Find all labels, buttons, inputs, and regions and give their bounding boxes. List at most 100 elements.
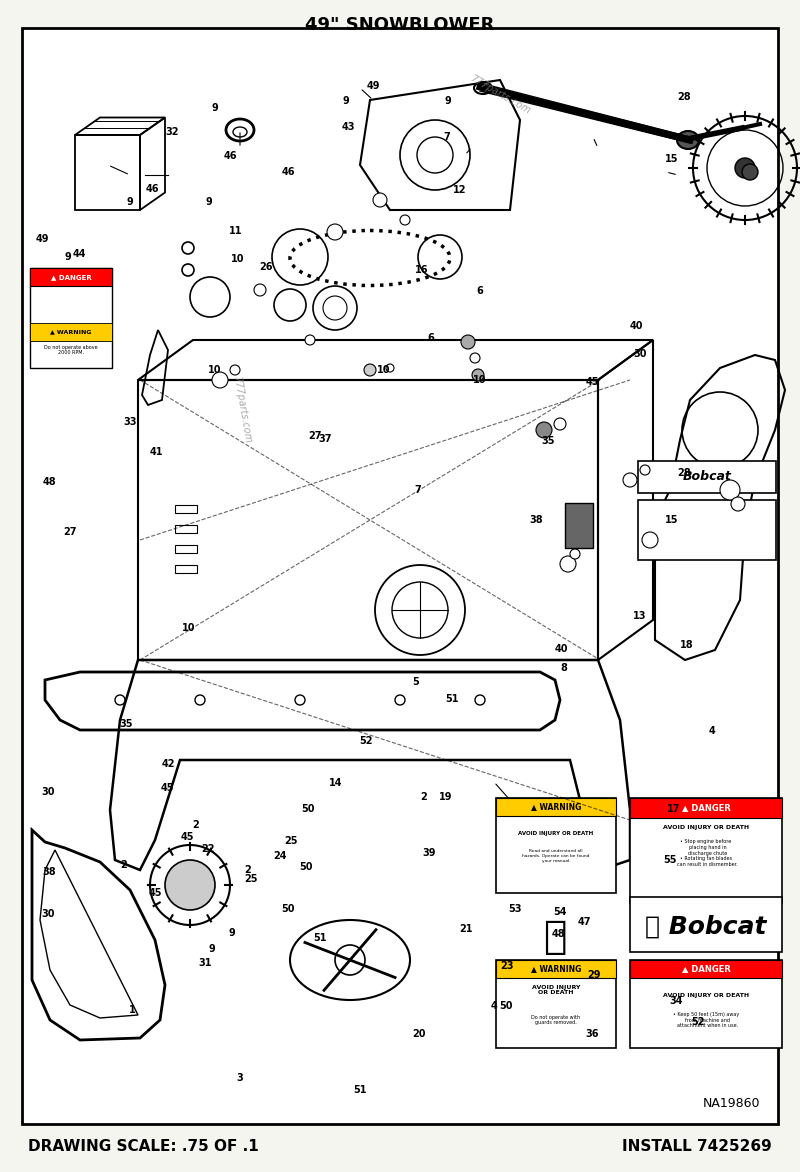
Bar (630, 798, 782, 818)
Text: 2: 2 (121, 860, 127, 870)
Circle shape (254, 284, 266, 297)
Ellipse shape (677, 131, 699, 149)
Text: 51: 51 (314, 933, 326, 942)
Text: AVOID INJURY
OR DEATH: AVOID INJURY OR DEATH (532, 984, 580, 995)
Text: 33: 33 (124, 417, 137, 427)
Text: AVOID INJURY OR DEATH: AVOID INJURY OR DEATH (518, 831, 594, 836)
Text: 45: 45 (161, 783, 174, 792)
Text: 45: 45 (149, 888, 162, 898)
Text: 9: 9 (65, 252, 71, 261)
Text: 29: 29 (587, 970, 600, 980)
Text: • Stop engine before
  placing hand in
  discharge chute
• Rotating fan blades
 : • Stop engine before placing hand in dis… (674, 839, 738, 867)
Text: 18: 18 (679, 640, 694, 649)
Circle shape (373, 193, 387, 207)
Text: 46: 46 (146, 184, 158, 193)
Bar (565, 503, 593, 548)
Text: 21: 21 (460, 925, 473, 934)
Circle shape (212, 372, 228, 388)
Bar (138, 380, 598, 660)
Text: 40: 40 (630, 321, 642, 331)
Text: ▲ WARNING: ▲ WARNING (531, 965, 581, 974)
Text: ▲ WARNING: ▲ WARNING (531, 803, 581, 811)
Text: 15: 15 (666, 516, 678, 525)
Text: 9: 9 (342, 96, 349, 105)
Text: 55: 55 (664, 856, 677, 865)
Text: 16: 16 (415, 265, 428, 274)
Text: 10: 10 (208, 366, 221, 375)
Text: 54: 54 (554, 907, 566, 917)
Circle shape (735, 158, 755, 178)
Bar (630, 960, 782, 1048)
Circle shape (742, 164, 758, 180)
Circle shape (536, 422, 552, 438)
Text: AVOID INJURY OR DEATH: AVOID INJURY OR DEATH (663, 993, 749, 997)
Bar (175, 505, 197, 513)
Circle shape (560, 556, 576, 572)
Text: 51: 51 (446, 694, 458, 703)
Circle shape (731, 497, 745, 511)
Text: NA19860: NA19860 (702, 1097, 760, 1110)
Bar (30, 268, 112, 286)
Text: 41: 41 (150, 448, 163, 457)
Circle shape (165, 860, 215, 909)
Circle shape (327, 224, 343, 240)
Text: 19: 19 (439, 792, 452, 802)
Text: 45: 45 (586, 377, 598, 387)
Bar (30, 268, 112, 368)
Text: 24: 24 (274, 851, 286, 860)
Text: 52: 52 (359, 736, 372, 745)
Text: ▲ DANGER: ▲ DANGER (50, 274, 91, 280)
Text: 27: 27 (64, 527, 77, 537)
Bar (630, 798, 782, 902)
Text: 50: 50 (499, 1001, 512, 1010)
Circle shape (472, 369, 484, 381)
Text: 31: 31 (198, 959, 211, 968)
Bar (175, 545, 197, 553)
Text: • Keep 50 feet (15m) away
  from machine and
  attachment when in use.: • Keep 50 feet (15m) away from machine a… (673, 1011, 739, 1028)
Text: 11: 11 (230, 226, 242, 236)
Text: 30: 30 (42, 909, 54, 919)
Text: 39: 39 (423, 849, 436, 858)
Text: 13: 13 (634, 612, 646, 621)
Text: 32: 32 (166, 128, 178, 137)
Circle shape (570, 548, 580, 559)
Text: 2: 2 (193, 820, 199, 830)
Text: 30: 30 (42, 788, 54, 797)
Text: 49: 49 (36, 234, 49, 244)
Circle shape (305, 335, 315, 345)
Text: 4: 4 (709, 727, 715, 736)
Text: 2: 2 (421, 792, 427, 802)
Text: 42: 42 (162, 759, 174, 769)
Text: 50: 50 (302, 804, 314, 813)
Text: 35: 35 (542, 436, 554, 445)
Text: 49: 49 (367, 81, 380, 90)
Text: 7: 7 (414, 485, 421, 495)
Text: 48: 48 (551, 929, 566, 939)
Text: 9: 9 (229, 928, 235, 938)
Ellipse shape (474, 82, 492, 94)
Bar (496, 798, 616, 816)
Text: 4: 4 (490, 1001, 497, 1010)
Text: 5: 5 (413, 677, 419, 687)
Text: 25: 25 (245, 874, 258, 884)
Text: 17: 17 (667, 804, 680, 813)
Text: AVOID INJURY OR DEATH: AVOID INJURY OR DEATH (663, 825, 749, 831)
Text: DRAWING SCALE: .75 OF .1: DRAWING SCALE: .75 OF .1 (28, 1139, 258, 1154)
Text: 15: 15 (666, 155, 678, 164)
Text: Do not operate with
guards removed.: Do not operate with guards removed. (531, 1015, 581, 1026)
Text: 37: 37 (318, 435, 331, 444)
Bar (175, 525, 197, 533)
Text: 9: 9 (206, 197, 212, 206)
Text: 27: 27 (309, 431, 322, 441)
Text: 26: 26 (259, 263, 272, 272)
Text: 8: 8 (561, 663, 567, 673)
Text: Do not operate above
2000 RPM.: Do not operate above 2000 RPM. (44, 345, 98, 355)
Circle shape (364, 364, 376, 376)
Circle shape (554, 418, 566, 430)
Circle shape (386, 364, 394, 372)
Text: 30: 30 (634, 349, 646, 359)
Text: 🐾: 🐾 (543, 918, 566, 956)
Circle shape (400, 214, 410, 225)
Text: INSTALL 7425269: INSTALL 7425269 (622, 1139, 772, 1154)
Text: 23: 23 (501, 961, 514, 970)
